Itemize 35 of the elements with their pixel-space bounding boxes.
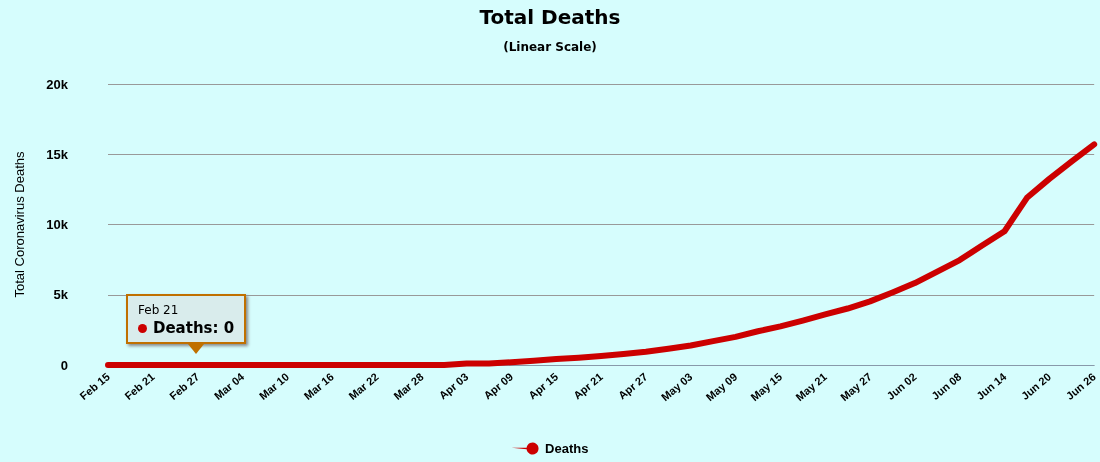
x-tick-label: Jun 02 — [884, 370, 919, 403]
x-tick-label: Mar 28 — [391, 370, 426, 403]
y-tick-label: 20k — [46, 76, 69, 92]
x-tick-label: Jun 08 — [929, 370, 964, 403]
annotation: Feb 21 — [138, 303, 179, 317]
x-tick-label: Mar 22 — [346, 370, 381, 403]
legend-label: Deaths — [545, 441, 589, 456]
y-tick-label: 15k — [46, 146, 69, 162]
x-tick-label: Apr 27 — [615, 370, 650, 402]
x-tick-label: Mar 16 — [301, 370, 336, 403]
x-tick-label: Jun 26 — [1063, 370, 1099, 403]
x-tick-label: Mar 04 — [211, 369, 248, 403]
x-tick-label: Mar 10 — [256, 370, 292, 403]
y-axis-title: Total Coronavirus Deaths — [12, 151, 27, 298]
x-tick-label: Apr 09 — [481, 370, 516, 402]
x-tick-label: May 03 — [658, 370, 695, 404]
x-tick-label: Apr 21 — [570, 370, 605, 402]
x-tick-label: Jun 20 — [1018, 370, 1054, 403]
x-tick-label: Feb 15 — [77, 370, 112, 403]
annotation: Deaths: 0 — [153, 319, 235, 337]
y-tick-label: 5k — [53, 287, 69, 303]
y-tick-label: 10k — [46, 217, 69, 232]
x-tick-label: Feb 21 — [122, 370, 157, 403]
x-tick-label: Feb 27 — [167, 370, 202, 403]
chart-title: Total Deaths — [479, 5, 621, 29]
x-tick-label: Apr 15 — [526, 370, 561, 402]
x-tick-label: Apr 03 — [436, 370, 471, 402]
chart-subtitle: (Linear Scale) — [503, 40, 597, 54]
tooltip-box: Feb 21 Deaths: 0 — [126, 294, 247, 344]
x-tick-label: May 09 — [703, 370, 740, 404]
y-tick-label: 0 — [60, 357, 68, 373]
x-tick-label: May 15 — [748, 370, 785, 404]
x-tick-label: Jun 14 — [973, 369, 1010, 403]
x-tick-label: May 27 — [838, 370, 874, 404]
x-tick-label: May 21 — [793, 370, 830, 404]
